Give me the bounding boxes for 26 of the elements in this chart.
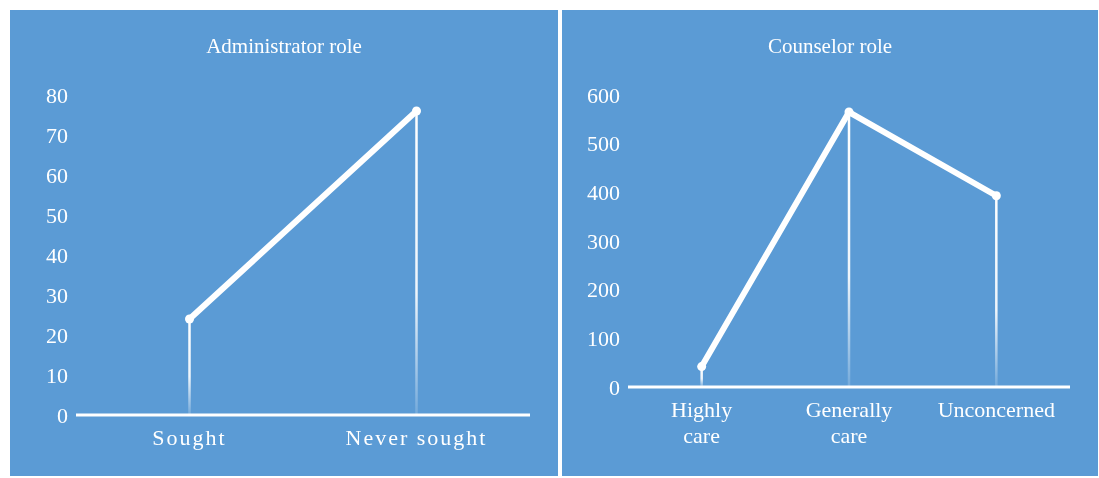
y-tick-label: 600 [587,82,620,108]
y-tick-label: 300 [587,228,620,254]
y-tick-label: 500 [587,131,620,157]
x-tick-label: Highly care [671,397,733,448]
point [697,362,707,372]
x-tick-label: Generally care [805,397,893,448]
y-tick-label: 40 [46,242,68,268]
y-tick-label: 30 [46,282,68,308]
y-tick-label: 400 [587,180,620,206]
y-tick-label: 0 [57,402,68,428]
y-tick-label: 10 [46,362,68,388]
y-tick-label: 60 [46,162,68,188]
x-tick-label: Never sought [345,425,488,450]
y-tick-label: 80 [46,82,68,108]
y-tick-label: 50 [46,202,68,228]
y-tick-label: 0 [609,374,620,400]
point [991,191,1001,201]
y-tick-label: 20 [46,322,68,348]
x-tick-label: Sought [152,425,227,450]
y-tick-label: 200 [587,277,620,303]
chart-title: Administrator role [205,34,363,59]
y-tick-label: 100 [587,326,620,352]
point [844,107,854,117]
chart-title: Counselor role [766,34,894,59]
x-tick-label: Unconcerned [937,397,1055,422]
y-tick-label: 70 [46,122,68,148]
